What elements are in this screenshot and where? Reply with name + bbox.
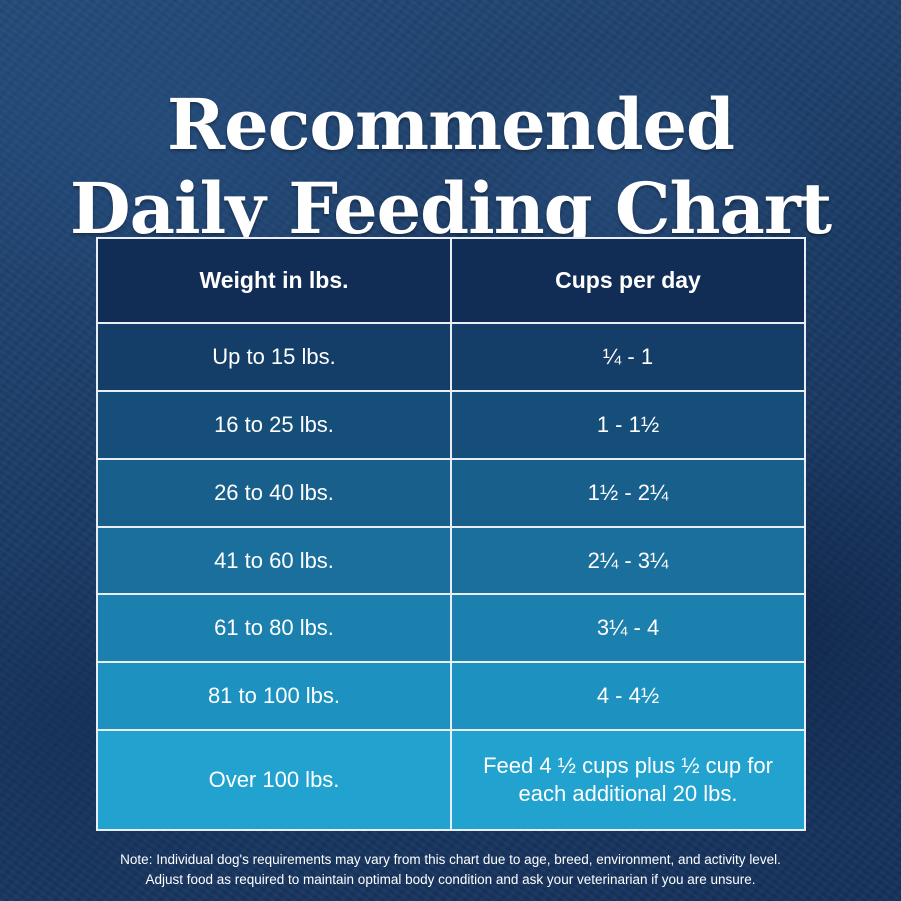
feeding-table: Weight in lbs. Cups per day Up to 15 lbs… [96, 237, 806, 831]
cups-cell: 3¼ - 4 [596, 615, 660, 640]
weight-cell: 26 to 40 lbs. [98, 460, 452, 526]
weight-cell: 16 to 25 lbs. [98, 392, 452, 458]
cups-cell: 1 - 1½ [596, 412, 660, 437]
cups-cell: ¼ - 1 [602, 344, 654, 369]
table-header-row: Weight in lbs. Cups per day [98, 239, 804, 324]
title-line-1: Recommended [166, 82, 735, 166]
weight-cell: Up to 15 lbs. [98, 324, 452, 390]
note-line-1: Note: Individual dog's requirements may … [120, 852, 781, 867]
table-row: 81 to 100 lbs. 4 - 4½ [98, 663, 804, 731]
table-row: 41 to 60 lbs. 2¼ - 3¼ [98, 528, 804, 595]
header-weight: Weight in lbs. [98, 239, 452, 322]
table-row: 26 to 40 lbs. 1½ - 2¼ [98, 460, 804, 528]
cups-cell-line-1: Feed 4 ½ cups plus ½ cup for [483, 753, 773, 778]
cups-cell: 4 - 4½ [596, 683, 660, 708]
table-row: Over 100 lbs. Feed 4 ½ cups plus ½ cup f… [98, 731, 804, 829]
table-row: Up to 15 lbs. ¼ - 1 [98, 324, 804, 392]
cups-cell: 1½ - 2¼ [587, 480, 669, 505]
title-line-2: Daily Feeding Chart [69, 166, 832, 250]
header-cups: Cups per day [555, 267, 701, 293]
weight-cell: 61 to 80 lbs. [98, 595, 452, 661]
cups-cell: Feed 4 ½ cups plus ½ cup for each additi… [452, 731, 804, 829]
disclaimer-note: Note: Individual dog's requirements may … [0, 850, 901, 890]
page-title: Recommended Daily Feeding Chart [0, 83, 901, 251]
cups-cell-line-2: each additional 20 lbs. [518, 781, 738, 806]
table-row: 61 to 80 lbs. 3¼ - 4 [98, 595, 804, 663]
weight-cell: 41 to 60 lbs. [98, 528, 452, 593]
weight-cell: Over 100 lbs. [98, 731, 452, 829]
cups-cell: 2¼ - 3¼ [587, 547, 669, 573]
weight-cell: 81 to 100 lbs. [98, 663, 452, 729]
table-row: 16 to 25 lbs. 1 - 1½ [98, 392, 804, 460]
note-line-2: Adjust food as required to maintain opti… [145, 872, 756, 887]
